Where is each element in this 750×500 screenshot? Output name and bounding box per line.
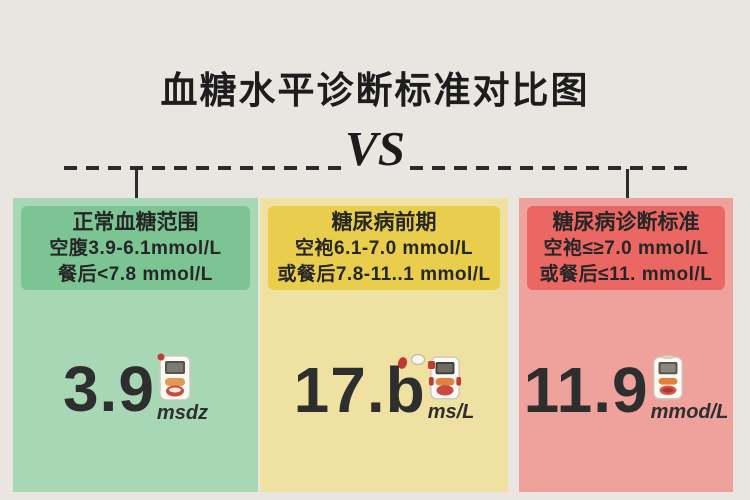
column-title: 糖尿病诊断标准 [552,210,700,234]
dashed-divider-left [64,166,348,170]
paint-blob [427,361,435,369]
fasting-range-text: 空袍≤≥7.0 mmol/L [543,237,709,259]
big-value: 11.9 [523,354,649,426]
column-normal-range: 正常血糖范围 空腹3.9-6.1mmol/L 餐后<7.8 mmol/L 3.9 [13,198,258,492]
unit-label: ms/L [427,401,475,423]
column-title: 糖尿病前期 [331,210,437,234]
column-value-area: 11.9 mmod/L [519,290,733,492]
paint-blob [410,354,425,365]
column-value-area: 17.b ms/L [260,290,508,492]
connector-tick-right [626,169,629,199]
connector-tick-left [135,169,138,199]
postmeal-range-text: 或餐后≤11. mmol/L [539,263,713,285]
column-value-area: 3.9 msdz [13,290,258,492]
postmeal-range-text: 餐后<7.8 mmol/L [58,263,213,285]
column-header-diabetes: 糖尿病诊断标准 空袍≤≥7.0 mmol/L 或餐后≤11. mmol/L [527,206,725,290]
column-title: 正常血糖范围 [72,210,199,234]
column-header-prediabetes: 糖尿病前期 空袍6.1-7.0 mmol/L 或餐后7.8-11..1 mmol… [268,206,500,290]
postmeal-range-text: 或餐后7.8-11..1 mmol/L [277,263,491,285]
glucose-meter-icon [428,354,462,407]
fasting-range-text: 空袍6.1-7.0 mmol/L [295,237,473,259]
unit-label: mmod/L [650,401,729,423]
column-diabetes: 糖尿病诊断标准 空袍≤≥7.0 mmol/L 或餐后≤11. mmol/L 11… [519,198,733,492]
glucose-meter-icon [651,354,685,407]
vs-label: VS [345,121,405,176]
big-value: 3.9 [62,353,155,425]
column-header-normal: 正常血糖范围 空腹3.9-6.1mmol/L 餐后<7.8 mmol/L [21,206,250,290]
dashed-divider-right [410,166,690,170]
column-prediabetes: 糖尿病前期 空袍6.1-7.0 mmol/L 或餐后7.8-11..1 mmol… [260,198,508,492]
fasting-range-text: 空腹3.9-6.1mmol/L [49,237,222,259]
glucose-meter-icon [157,353,193,408]
page-title: 血糖水平诊断标准对比图 [160,70,590,111]
comparison-columns: 正常血糖范围 空腹3.9-6.1mmol/L 餐后<7.8 mmol/L 3.9 [13,198,737,492]
unit-label: msdz [156,402,209,424]
big-value: 17.b [293,354,426,426]
